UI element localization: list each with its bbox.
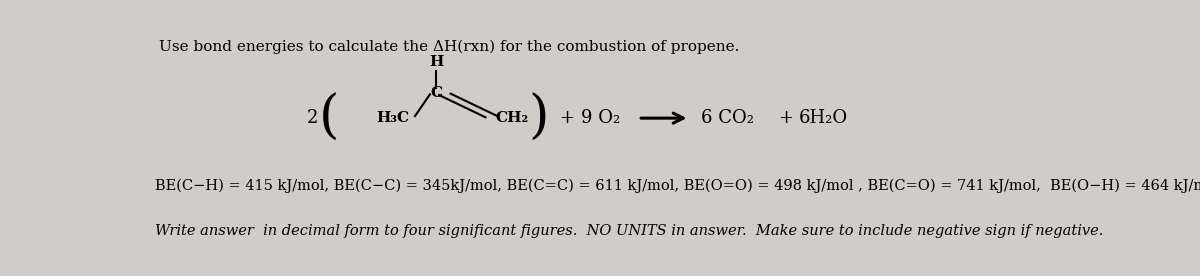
Text: 2: 2 xyxy=(307,109,318,127)
Text: H₃C: H₃C xyxy=(376,111,409,125)
Text: C: C xyxy=(431,86,443,100)
Text: +: + xyxy=(778,109,793,127)
Text: ): ) xyxy=(528,93,548,144)
Text: 9 O₂: 9 O₂ xyxy=(581,109,620,127)
Text: +: + xyxy=(559,109,574,127)
Text: Write answer  in decimal form to four significant figures.  NO UNITS in answer. : Write answer in decimal form to four sig… xyxy=(155,224,1103,238)
Text: H: H xyxy=(430,55,444,69)
Text: CH₂: CH₂ xyxy=(496,111,528,125)
Text: 6 CO₂: 6 CO₂ xyxy=(701,109,754,127)
Text: 6H₂O: 6H₂O xyxy=(799,109,848,127)
Text: Use bond energies to calculate the ΔH(rxn) for the combustion of propene.: Use bond energies to calculate the ΔH(rx… xyxy=(160,39,739,54)
Text: (: ( xyxy=(319,93,340,144)
Text: BE(C−H) = 415 kJ/mol, BE(C−C) = 345kJ/mol, BE(C=C) = 611 kJ/mol, BE(O=O) = 498 k: BE(C−H) = 415 kJ/mol, BE(C−C) = 345kJ/mo… xyxy=(155,179,1200,193)
